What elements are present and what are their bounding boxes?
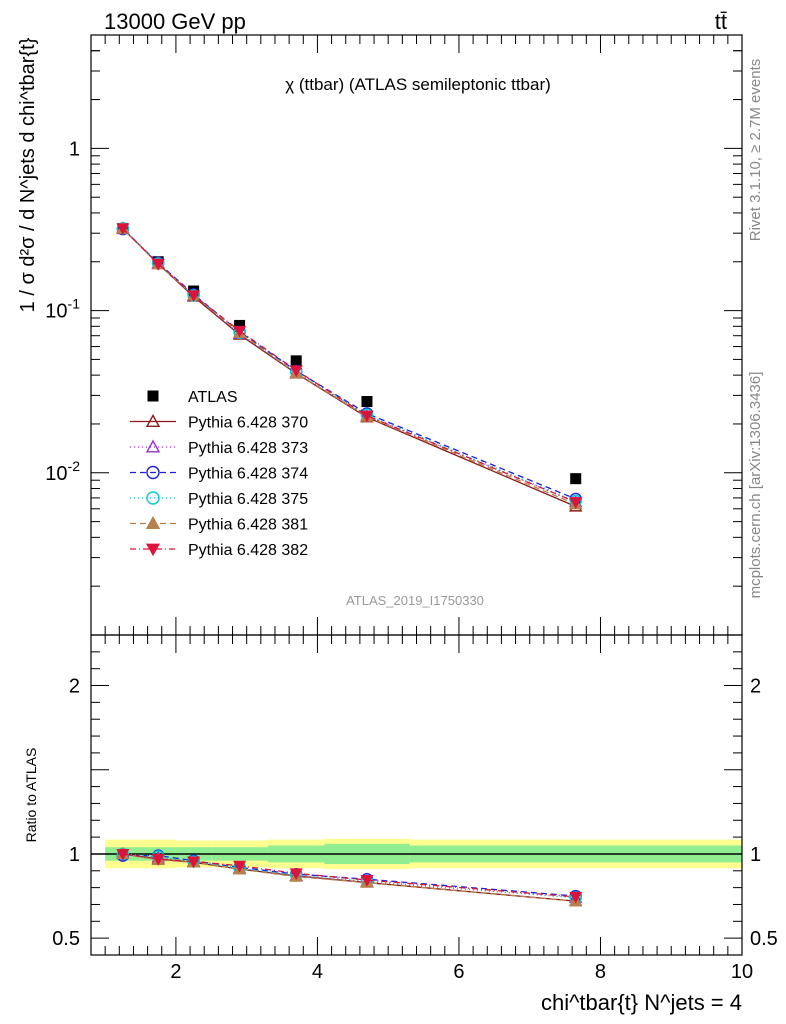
- ratio-panel: 2 4 6 8 10 0.5 0.5 1 1 2 2: [52, 617, 778, 983]
- ratio-y-tick-label-right: 0.5: [750, 928, 778, 950]
- legend-label: Pythia 6.428 370: [188, 415, 308, 432]
- main-y-axis-label: 1 / σ d²σ / d N^jets d chi^tbar{t}: [17, 37, 39, 312]
- data-point: [361, 396, 373, 408]
- series-line: [122, 227, 576, 503]
- series-pythia-6-428-373: [116, 221, 583, 508]
- legend-label: ATLAS: [188, 389, 238, 406]
- ratio-plot-frame: [90, 634, 743, 956]
- legend-label: Pythia 6.428 382: [188, 542, 308, 559]
- chart-title: χ (ttbar) (ATLAS semileptonic ttbar): [285, 75, 551, 94]
- series-line: [122, 227, 576, 502]
- y-tick-label: 10-2: [45, 458, 80, 485]
- legend-item: Pythia 6.428 381: [130, 516, 308, 534]
- ratio-point: [151, 853, 165, 866]
- energy-label: 13000 GeV pp: [104, 9, 246, 34]
- y-tick-label: 1: [69, 138, 80, 160]
- data-point: [234, 319, 246, 331]
- series-line: [122, 227, 576, 503]
- legend-marker: [146, 491, 160, 505]
- data-point: [151, 258, 165, 271]
- series-pythia-6-428-374: [116, 222, 582, 506]
- ratio-y-tick-label-right: 1: [750, 844, 761, 866]
- x-tick-label: 10: [731, 961, 753, 983]
- legend-marker: [146, 465, 160, 480]
- series-atlas: [117, 223, 582, 485]
- series-line: [122, 228, 576, 505]
- ratio-point: [360, 875, 374, 887]
- legend-item: Pythia 6.428 373: [130, 439, 308, 457]
- series-pythia-6-428-370: [116, 221, 583, 512]
- legend-item: Pythia 6.428 370: [130, 414, 308, 432]
- analysis-watermark: ATLAS_2019_I1750330: [346, 593, 484, 608]
- x-tick-label: 8: [595, 961, 606, 983]
- data-point: [290, 355, 302, 367]
- x-tick-label: 2: [170, 961, 181, 983]
- rivet-label: Rivet 3.1.10, ≥ 2.7M events: [747, 59, 764, 242]
- data-point: [360, 410, 374, 423]
- legend-marker: [145, 414, 161, 427]
- x-tick-label: 4: [312, 961, 323, 983]
- ratio-series-pythia-6-428-382: [116, 848, 583, 904]
- ratio-y-tick-label: 2: [69, 676, 80, 698]
- data-point: [116, 223, 130, 236]
- series-pythia-6-428-375: [116, 222, 582, 508]
- ratio-y-tick-label: 0.5: [52, 928, 80, 950]
- legend-item: Pythia 6.428 375: [130, 491, 308, 508]
- data-point: [187, 290, 201, 303]
- process-label: tt̄: [715, 9, 727, 34]
- data-point: [570, 473, 582, 485]
- legend-item: Pythia 6.428 382: [130, 542, 308, 559]
- ratio-y-axis-label: Ratio to ATLAS: [23, 748, 39, 843]
- legend-item: Pythia 6.428 374: [130, 466, 308, 483]
- main-panel: 10-2 10-1 1: [45, 34, 743, 636]
- legend-label: Pythia 6.428 381: [188, 517, 308, 534]
- legend-label: Pythia 6.428 373: [188, 440, 308, 457]
- mcplots-label: mcplots.cern.ch [arXiv:1306.3436]: [747, 372, 764, 599]
- legend-marker: [145, 543, 161, 557]
- ratio-point: [116, 848, 130, 861]
- ratio-point: [187, 856, 201, 869]
- data-point: [233, 325, 247, 338]
- ratio-point: [569, 891, 583, 904]
- legend-item: ATLAS: [147, 389, 238, 406]
- ratio-y-tick-label-right: 2: [750, 676, 761, 698]
- series-pythia-6-428-381: [116, 221, 583, 510]
- ratio-point: [233, 860, 247, 873]
- legend-label: Pythia 6.428 374: [188, 466, 308, 483]
- x-axis-label: chi^tbar{t} N^jets = 4: [541, 990, 742, 1015]
- x-tick-label: 6: [453, 961, 464, 983]
- ratio-y-tick-label: 1: [69, 844, 80, 866]
- series-line: [122, 228, 576, 500]
- data-point: [289, 365, 303, 378]
- legend-marker: [145, 439, 161, 453]
- data-point: [569, 497, 583, 509]
- legend-label: Pythia 6.428 375: [188, 491, 308, 508]
- ratio-point: [289, 868, 303, 881]
- y-tick-label: 10-1: [45, 296, 80, 323]
- legend-marker: [147, 390, 159, 402]
- legend-marker: [145, 516, 161, 529]
- series-pythia-6-428-382: [116, 223, 583, 509]
- legend: ATLAS Pythia 6.428 370 Pythia 6.428 373 Pyt…: [130, 389, 308, 559]
